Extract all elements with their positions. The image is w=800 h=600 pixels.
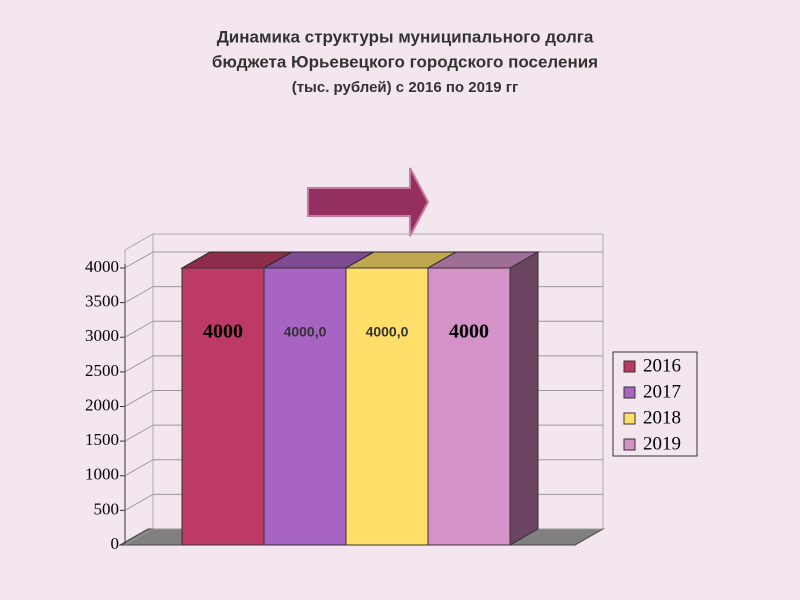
y-tick-label: 3500 (85, 292, 119, 311)
data-label: 4000,0 (284, 324, 327, 340)
grid-line (124, 355, 154, 373)
bar (427, 267, 511, 546)
legend-label: 2018 (643, 407, 681, 428)
chart-title: (тыс. рублей) с 2016 по 2019 гг (292, 79, 519, 96)
legend-swatch (623, 386, 636, 399)
legend-label: 2016 (643, 355, 681, 376)
legend-swatch (623, 360, 636, 373)
legend-swatch (623, 412, 636, 425)
y-tick-label: 2000 (85, 395, 119, 414)
bar-side (509, 251, 539, 546)
data-label: 4000 (449, 321, 489, 343)
bar (181, 267, 265, 546)
legend-label: 2017 (643, 381, 681, 402)
grid-line (124, 320, 154, 338)
y-tick-label: 1000 (85, 465, 119, 484)
grid-line (124, 424, 154, 442)
grid-line (124, 390, 154, 407)
grid-line (124, 286, 154, 304)
legend-label: 2019 (643, 433, 681, 454)
grid-line (124, 251, 154, 269)
chart-title: бюджета Юрьевецкого городского поселения (212, 52, 598, 71)
data-label: 4000 (203, 321, 243, 343)
bar (345, 267, 429, 546)
legend-swatch (623, 438, 636, 451)
bar (263, 267, 347, 546)
y-tick-label: 0 (111, 534, 120, 553)
grid-line (124, 459, 154, 477)
y-tick-label: 500 (94, 499, 120, 518)
y-tick-label: 2500 (85, 361, 119, 380)
y-tick-label: 1500 (85, 430, 119, 449)
grid-line (124, 493, 154, 511)
arrow (307, 167, 430, 237)
grid-line (124, 528, 154, 546)
y-tick-label: 4000 (85, 257, 119, 276)
chart-title: Динамика структуры муниципального долга (217, 27, 594, 46)
y-tick-label: 3000 (85, 326, 119, 345)
data-label: 4000,0 (366, 324, 409, 340)
